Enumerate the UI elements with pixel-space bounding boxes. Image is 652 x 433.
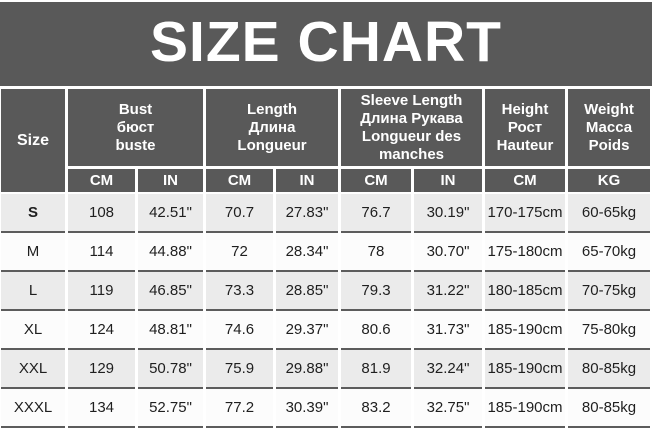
- value-cell: 30.70": [414, 233, 482, 272]
- value-cell: 134: [68, 389, 135, 428]
- value-cell: 124: [68, 311, 135, 350]
- table-header: Size Bust бюст buste Length Длина Longue…: [1, 89, 652, 192]
- header-label: buste: [115, 136, 156, 154]
- header-label: Масса: [585, 118, 633, 136]
- header-label: Bust: [118, 100, 153, 118]
- unit-header: CM: [206, 169, 273, 192]
- size-table: Size Bust бюст buste Length Длина Longue…: [1, 89, 652, 428]
- value-cell: 170-175cm: [485, 194, 565, 233]
- value-cell: 28.85": [276, 272, 338, 311]
- column-header-height: Height Рост Hauteur: [485, 89, 565, 166]
- value-cell: 70.7: [206, 194, 273, 233]
- value-cell: 80.6: [341, 311, 411, 350]
- unit-header: IN: [414, 169, 482, 192]
- value-cell: 32.24": [414, 350, 482, 389]
- value-cell: 119: [68, 272, 135, 311]
- value-cell: 80-85kg: [568, 389, 650, 428]
- value-cell: 32.75": [414, 389, 482, 428]
- value-cell: 80-85kg: [568, 350, 650, 389]
- unit-header: CM: [68, 169, 135, 192]
- value-cell: 29.88": [276, 350, 338, 389]
- value-cell: 30.19": [414, 194, 482, 233]
- value-cell: 180-185cm: [485, 272, 565, 311]
- header-label: Longueur des manches: [361, 127, 462, 163]
- value-cell: 31.73": [414, 311, 482, 350]
- value-cell: 185-190cm: [485, 311, 565, 350]
- value-cell: 76.7: [341, 194, 411, 233]
- value-cell: 30.39": [276, 389, 338, 428]
- value-cell: 65-70kg: [568, 233, 650, 272]
- value-cell: 185-190cm: [485, 350, 565, 389]
- unit-header: IN: [138, 169, 203, 192]
- unit-header: KG: [568, 169, 650, 192]
- size-cell: XXXL: [1, 389, 65, 428]
- value-cell: 31.22": [414, 272, 482, 311]
- table-body: S 108 42.51" 70.7 27.83" 76.7 30.19" 170…: [1, 194, 652, 428]
- size-cell: S: [1, 194, 65, 233]
- header-label: Длина: [248, 118, 296, 136]
- size-cell: XL: [1, 311, 65, 350]
- column-header-size: Size: [1, 89, 65, 192]
- value-cell: 79.3: [341, 272, 411, 311]
- header-label: Size: [16, 131, 49, 149]
- size-cell: M: [1, 233, 65, 272]
- value-cell: 83.2: [341, 389, 411, 428]
- value-cell: 50.78": [138, 350, 203, 389]
- value-cell: 27.83": [276, 194, 338, 233]
- size-chart-banner: SIZE CHART: [0, 2, 652, 86]
- header-label: Sleeve Length: [360, 91, 463, 109]
- header-label: Height: [501, 100, 549, 118]
- header-label: Length: [247, 100, 297, 118]
- header-label: Hauteur: [496, 136, 554, 154]
- header-label: Longueur: [237, 136, 307, 154]
- unit-header: IN: [276, 169, 338, 192]
- header-label: бюст: [116, 118, 155, 136]
- value-cell: 28.34": [276, 233, 338, 272]
- page-title: SIZE CHART: [150, 9, 502, 74]
- header-label: Рост: [507, 118, 543, 136]
- column-header-sleeve-length: Sleeve Length Длина Рукава Longueur des …: [341, 89, 482, 166]
- value-cell: 29.37": [276, 311, 338, 350]
- value-cell: 129: [68, 350, 135, 389]
- value-cell: 73.3: [206, 272, 273, 311]
- header-label: Длина Рукава: [360, 109, 463, 127]
- unit-header: CM: [485, 169, 565, 192]
- column-header-length: Length Длина Longueur: [206, 89, 338, 166]
- header-label: Poids: [588, 136, 630, 154]
- value-cell: 60-65kg: [568, 194, 650, 233]
- value-cell: 108: [68, 194, 135, 233]
- value-cell: 70-75kg: [568, 272, 650, 311]
- value-cell: 75.9: [206, 350, 273, 389]
- value-cell: 52.75": [138, 389, 203, 428]
- value-cell: 78: [341, 233, 411, 272]
- value-cell: 44.88": [138, 233, 203, 272]
- value-cell: 114: [68, 233, 135, 272]
- value-cell: 48.81": [138, 311, 203, 350]
- value-cell: 75-80kg: [568, 311, 650, 350]
- value-cell: 46.85": [138, 272, 203, 311]
- value-cell: 185-190cm: [485, 389, 565, 428]
- value-cell: 72: [206, 233, 273, 272]
- value-cell: 77.2: [206, 389, 273, 428]
- unit-header: CM: [341, 169, 411, 192]
- value-cell: 74.6: [206, 311, 273, 350]
- value-cell: 81.9: [341, 350, 411, 389]
- size-cell: L: [1, 272, 65, 311]
- column-header-weight: Weight Масса Poids: [568, 89, 650, 166]
- size-cell: XXL: [1, 350, 65, 389]
- value-cell: 175-180cm: [485, 233, 565, 272]
- value-cell: 42.51": [138, 194, 203, 233]
- column-header-bust: Bust бюст buste: [68, 89, 203, 166]
- header-label: Weight: [584, 100, 634, 118]
